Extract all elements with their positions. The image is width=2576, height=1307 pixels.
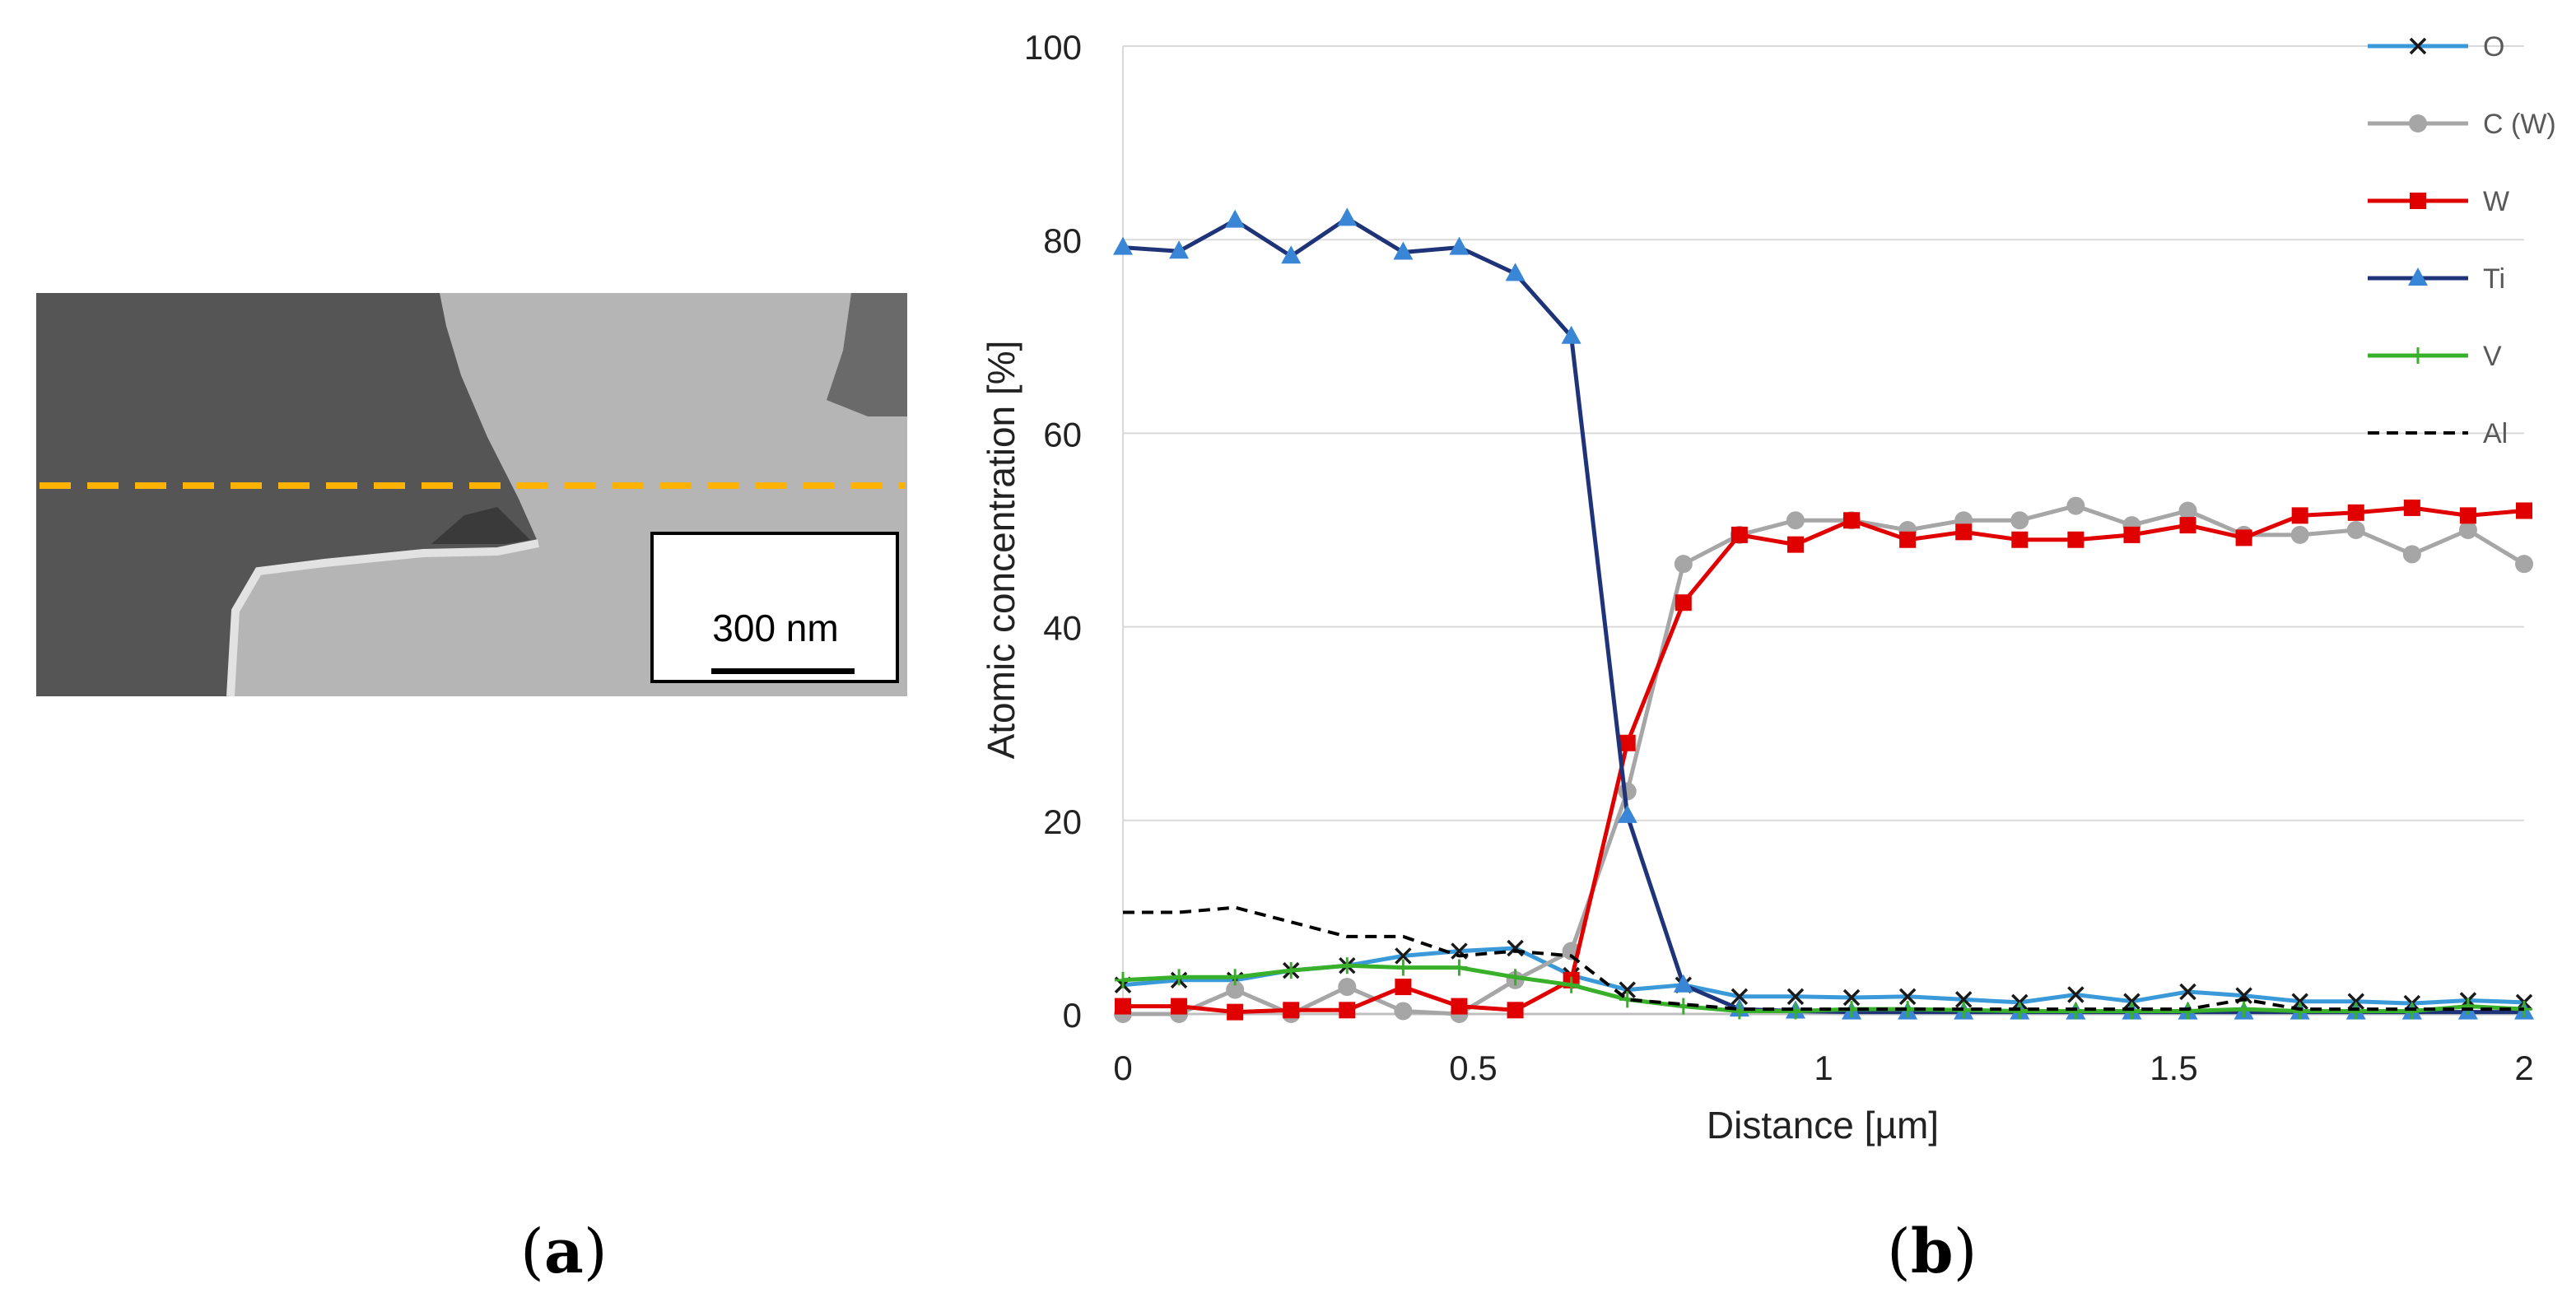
line-profile-chart: 0 20 40 60 80 100 0 0.5 1 1.5 2 O C (W) W Ti V Al Dista…: [0, 0, 2576, 1307]
x-tick-label-2: 2: [2514, 1049, 2533, 1087]
series-line-v: [1123, 965, 2524, 1011]
y-tick-label-20: 20: [1043, 802, 1082, 841]
legend-label-al: Al: [2483, 418, 2508, 449]
point-w-16: [2011, 532, 2028, 548]
point-w-19: [2180, 517, 2196, 533]
point-c-w-4: [1338, 978, 1356, 996]
legend-label-o: O: [2483, 31, 2504, 63]
point-ti-4: [1337, 207, 1357, 226]
point-w-12: [1787, 537, 1804, 553]
grid-lines: [1123, 46, 2524, 821]
x-tick-label-0: 0: [1113, 1049, 1132, 1087]
point-w-3: [1283, 1002, 1299, 1018]
point-c-w-23: [2403, 545, 2421, 563]
series-line-ti: [1123, 218, 2524, 1012]
point-ti-10: [1674, 974, 1693, 993]
point-c-w-22: [2347, 521, 2365, 539]
y-tick-label-0: 0: [1063, 996, 1082, 1035]
series-c-w: [1114, 497, 2533, 1023]
legend-entry-ti: Ti: [2368, 263, 2505, 295]
y-axis-label: Atomic concentration [%]: [980, 341, 1022, 760]
point-c-w-5: [1394, 1002, 1412, 1020]
point-v-6: [1451, 960, 1467, 976]
series-line-w: [1123, 508, 2524, 1012]
legend-label-c-w: C (W): [2483, 109, 2556, 140]
point-w-20: [2236, 529, 2252, 546]
legend-entry-v: V: [2368, 341, 2502, 372]
point-w-2: [1227, 1004, 1243, 1021]
point-w-5: [1395, 979, 1411, 995]
panel-label-a: (a): [520, 1216, 608, 1287]
point-c-w-10: [1675, 555, 1693, 573]
x-tick-label-1: 1: [1814, 1049, 1833, 1087]
point-w-24: [2460, 507, 2476, 523]
point-v-1: [1171, 969, 1187, 985]
point-w-21: [2292, 507, 2308, 523]
point-c-w-9: [1619, 783, 1637, 801]
point-w-23: [2404, 500, 2420, 516]
point-c-w-12: [1786, 511, 1805, 529]
point-w-10: [1675, 594, 1692, 611]
series-o: [1116, 941, 2532, 1011]
y-tick-label-100: 100: [1024, 28, 1082, 67]
legend-marker-v: [2410, 347, 2426, 364]
legend-entry-c-w: C (W): [2368, 109, 2556, 140]
legend-label-ti: Ti: [2483, 263, 2505, 295]
legend-entry-w: W: [2368, 186, 2509, 217]
point-w-15: [1955, 523, 1972, 540]
point-w-7: [1507, 1002, 1524, 1018]
axes: 0 20 40 60 80 100 0 0.5 1 1.5 2: [1024, 28, 2534, 1087]
point-w-4: [1339, 1002, 1355, 1018]
point-w-9: [1619, 735, 1636, 751]
data-series: [1113, 207, 2534, 1023]
point-c-w-16: [2010, 511, 2029, 529]
legend-label-v: V: [2483, 341, 2502, 372]
point-c-w-25: [2515, 555, 2533, 573]
series-ti: [1113, 207, 2534, 1019]
point-w-22: [2348, 505, 2364, 521]
series-w: [1115, 500, 2532, 1021]
point-c-w-21: [2291, 526, 2309, 544]
point-w-6: [1451, 998, 1467, 1015]
x-axis-label: Distance [µm]: [1707, 1104, 1939, 1147]
legend-marker-w: [2410, 193, 2426, 209]
point-w-18: [2123, 527, 2140, 543]
point-w-13: [1843, 512, 1860, 528]
legend-label-w: W: [2483, 186, 2509, 217]
point-w-11: [1731, 527, 1748, 543]
point-w-17: [2067, 532, 2084, 548]
y-tick-label-80: 80: [1043, 221, 1082, 260]
legend-entry-o: O: [2368, 31, 2504, 63]
legend-marker-c-w: [2409, 114, 2427, 133]
point-ti-3: [1281, 245, 1301, 263]
point-w-14: [1899, 532, 1916, 548]
x-tick-label-0_5: 0.5: [1449, 1049, 1497, 1087]
y-tick-label-40: 40: [1043, 609, 1082, 648]
point-w-25: [2516, 502, 2532, 519]
x-tick-label-1_5: 1.5: [2150, 1049, 2197, 1087]
y-tick-label-60: 60: [1043, 415, 1082, 453]
point-w-1: [1171, 998, 1187, 1015]
point-ti-2: [1225, 210, 1245, 228]
panel-label-b: (b): [1887, 1216, 1977, 1287]
series-line-c-w: [1123, 506, 2524, 1014]
point-c-w-17: [2066, 497, 2085, 515]
point-w-0: [1115, 998, 1131, 1015]
